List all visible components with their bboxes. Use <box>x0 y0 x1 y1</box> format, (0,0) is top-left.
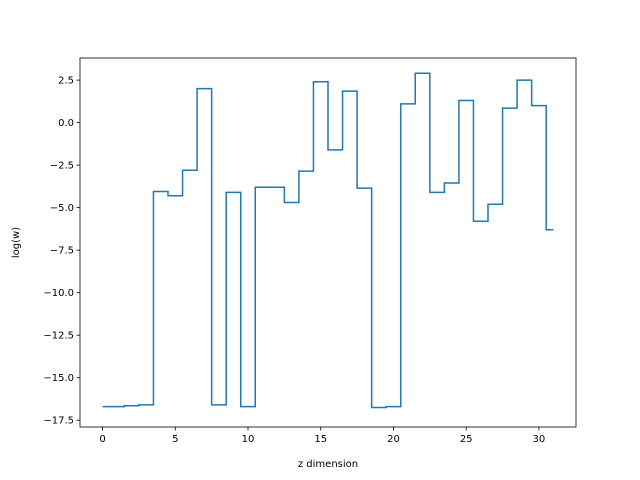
series-layer <box>102 72 554 409</box>
x-axis-ticks: 0 5 10 15 20 25 30 <box>99 427 545 445</box>
x-tick-label: 20 <box>387 434 400 445</box>
y-tick-label: −5.0 <box>50 203 74 214</box>
y-tick-label: −12.5 <box>43 331 74 342</box>
y-tick-label: 2.5 <box>58 76 74 87</box>
y-tick-label: −7.5 <box>50 246 74 257</box>
y-tick-label: 0.0 <box>58 118 74 129</box>
x-tick-label: 5 <box>172 434 178 445</box>
y-tick-label: −10.0 <box>43 288 74 299</box>
y-tick-label: −17.5 <box>43 416 74 427</box>
x-tick-label: 25 <box>460 434 473 445</box>
x-tick-label: 0 <box>99 434 105 445</box>
x-tick-label: 15 <box>314 434 327 445</box>
series-line-0 <box>102 72 554 409</box>
x-tick-label: 10 <box>242 434 255 445</box>
y-axis-label: log(w) <box>11 227 22 258</box>
x-axis-label: z dimension <box>298 459 358 470</box>
y-axis-ticks: 2.5 0.0 −2.5 −5.0 −7.5 −10.0 −12.5 −15.0 −17.5 <box>43 76 80 427</box>
y-tick-label: −2.5 <box>50 161 74 172</box>
plot-frame <box>79 57 577 428</box>
y-tick-label: −15.0 <box>43 373 74 384</box>
x-tick-label: 30 <box>533 434 546 445</box>
